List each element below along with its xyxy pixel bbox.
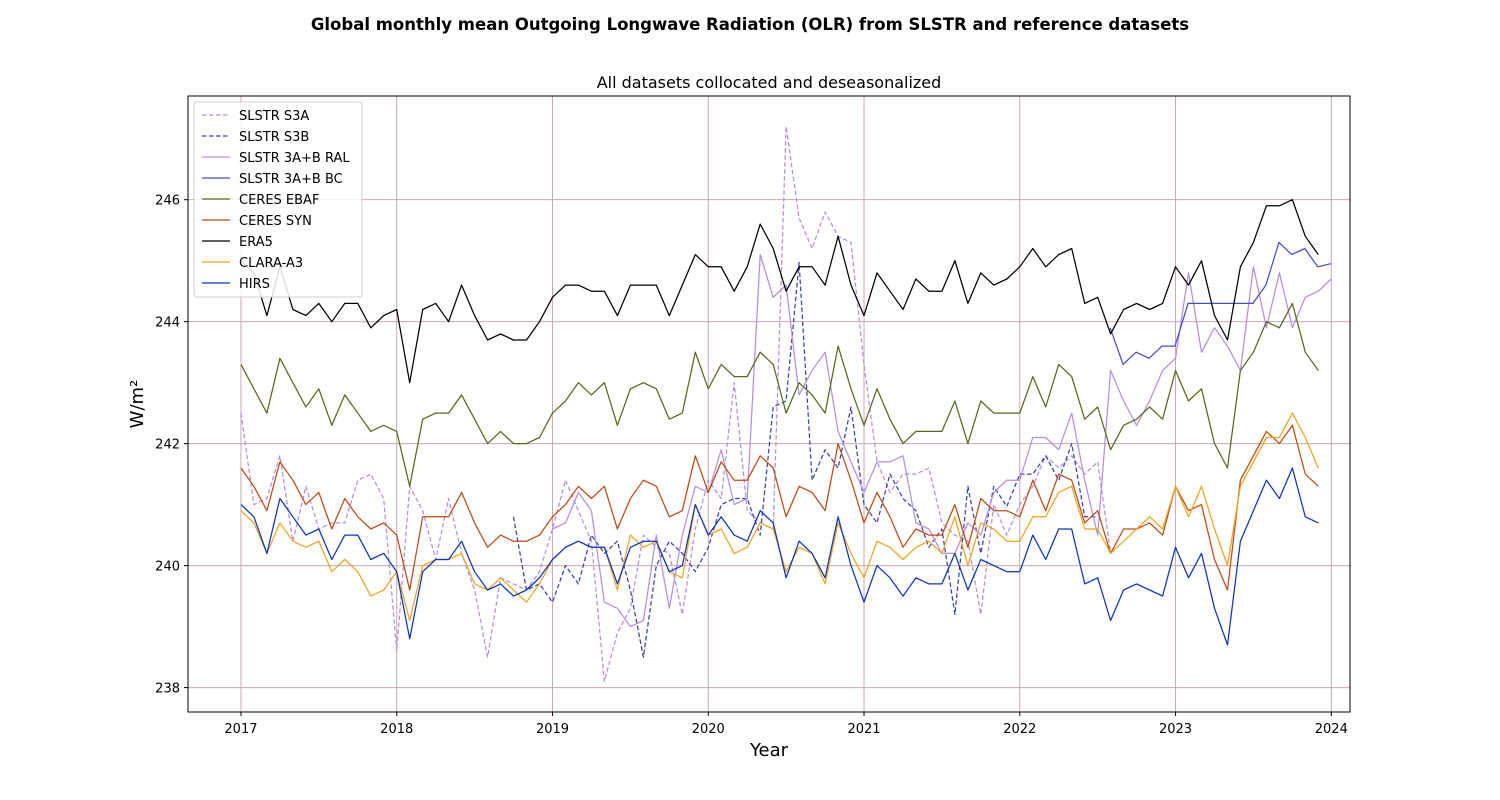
x-tick-label: 2019 (536, 722, 569, 737)
legend: SLSTR S3A SLSTR S3B SLSTR 3A+B RAL SLSTR 3A… (193, 101, 363, 298)
x-tick-label: 2021 (847, 722, 880, 737)
legend-label: HIRS (239, 277, 270, 292)
legend-label: ERA5 (239, 235, 273, 250)
x-tick-label: 2017 (224, 722, 257, 737)
series-line-slstr-3a-b-bc (1109, 241, 1331, 366)
legend-label: CERES EBAF (239, 193, 319, 208)
legend-label: SLSTR S3A (239, 109, 309, 124)
chart-subtitle: All datasets collocated and deseasonaliz… (597, 73, 942, 92)
series-line-slstr-s3a (240, 125, 1112, 683)
x-tick-label: 2022 (1003, 722, 1036, 737)
y-tick-label: 238 (155, 682, 180, 697)
series-line-ceres-ebaf (240, 302, 1319, 487)
legend-label: SLSTR S3B (239, 130, 309, 145)
series-line-era5 (240, 199, 1319, 384)
x-tick-label: 2023 (1159, 722, 1192, 737)
legend-box (193, 101, 363, 298)
axis-ticks: 2017 2018 2019 2020 2021 2022 2023 2024 238 240 24… (155, 194, 1348, 737)
series-line-slstr-s3b (512, 261, 1098, 658)
x-tick-label: 2020 (692, 722, 725, 737)
x-tick-label: 2024 (1315, 722, 1348, 737)
y-tick-label: 242 (155, 438, 180, 453)
y-tick-label: 244 (155, 316, 180, 331)
legend-label: CLARA-A3 (239, 256, 303, 271)
legend-label: CERES SYN (239, 214, 312, 229)
x-tick-label: 2018 (380, 722, 413, 737)
y-tick-label: 240 (155, 560, 180, 575)
data-series (240, 125, 1332, 683)
series-line-clara-a3 (240, 412, 1319, 622)
series-line-ceres-syn (240, 424, 1319, 591)
legend-label: SLSTR 3A+B BC (239, 172, 343, 187)
legend-label: SLSTR 3A+B RAL (239, 151, 350, 166)
y-tick-label: 246 (155, 194, 180, 209)
x-axis-label: Year (749, 740, 789, 761)
plot-frame (187, 95, 1351, 713)
grid-lines (188, 96, 1350, 712)
chart-suptitle: Global monthly mean Outgoing Longwave Ra… (311, 15, 1189, 34)
series-line-hirs (240, 467, 1319, 646)
y-axis-label: W/m² (127, 380, 148, 429)
